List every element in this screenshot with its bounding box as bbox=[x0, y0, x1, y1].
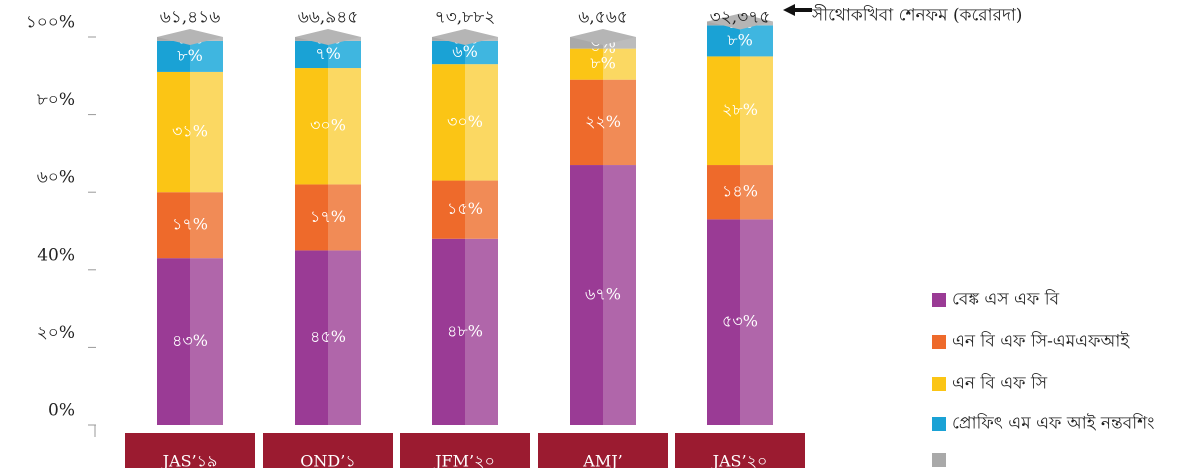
bar-segment bbox=[432, 180, 465, 239]
annotation: সীথোকখিবা শেনফম (করোরদা) bbox=[811, 5, 1022, 26]
legend-swatch bbox=[932, 335, 946, 349]
legend-swatch bbox=[932, 417, 946, 431]
bar-segment-side bbox=[465, 64, 498, 181]
value-label: ৬% bbox=[452, 42, 478, 61]
bar-segment bbox=[157, 40, 190, 72]
total-label: ৬,৫৬৫ bbox=[578, 8, 628, 28]
bar-segment-side bbox=[465, 180, 498, 239]
bar-segment bbox=[157, 258, 190, 425]
y-tick-label: ২০% bbox=[37, 323, 75, 343]
legend-swatch bbox=[932, 453, 946, 467]
value-label: ৭% bbox=[315, 44, 341, 63]
value-label: ৪৩% bbox=[172, 331, 208, 350]
bar-segment bbox=[432, 64, 465, 181]
bar-segment bbox=[157, 71, 190, 193]
y-tick-label: ৬০% bbox=[37, 168, 75, 188]
value-label: ২৮% bbox=[722, 100, 758, 119]
bar-segment bbox=[707, 165, 740, 220]
bar-segment bbox=[570, 165, 603, 426]
x-tick-label: JFM’২০ bbox=[433, 452, 495, 468]
bar-segment-side bbox=[328, 40, 361, 69]
y-tick-label: 0% bbox=[48, 401, 75, 421]
value-label: ১৭% bbox=[310, 207, 346, 226]
bar-cap bbox=[432, 29, 498, 45]
legend-label: প্রোফিৎ এম এফ আই নন্তবশিং bbox=[952, 413, 1154, 434]
bar-segment-side bbox=[740, 219, 773, 425]
bar-segment bbox=[707, 219, 740, 425]
bar-segment bbox=[157, 192, 190, 259]
value-label: ১৪% bbox=[722, 182, 758, 201]
bar-segment-side bbox=[603, 48, 636, 80]
bar-segment-side bbox=[190, 71, 223, 193]
bar-cap bbox=[707, 13, 773, 30]
value-label: ৩০% bbox=[447, 112, 483, 131]
category-box bbox=[263, 433, 393, 468]
bar-segment bbox=[432, 40, 465, 65]
x-tick-label: AMJ’ bbox=[582, 452, 622, 468]
bar-segment-side bbox=[190, 40, 223, 72]
value-label: ৮% bbox=[590, 54, 616, 73]
bar-segment-side bbox=[465, 238, 498, 425]
value-label: ৩১% bbox=[172, 122, 208, 141]
legend-label: এন বি এফ সি-এমএফআই bbox=[952, 331, 1130, 352]
bar-segment bbox=[295, 68, 328, 185]
bar-segment-side bbox=[603, 37, 636, 49]
bar-cap bbox=[570, 29, 636, 45]
bar-segment-side bbox=[603, 79, 636, 166]
value-label: ২২% bbox=[585, 112, 621, 131]
x-tick-label: JAS’২০ bbox=[711, 452, 768, 468]
bar-segment-side bbox=[740, 165, 773, 220]
total-label: ৬৬,৯৪৫ bbox=[298, 8, 359, 28]
category-box bbox=[400, 433, 530, 468]
bar-segment bbox=[707, 56, 740, 166]
bar-segment-side bbox=[740, 56, 773, 166]
value-label: ৩০% bbox=[310, 116, 346, 135]
bar-segment-side bbox=[190, 192, 223, 259]
value-label: ১৫% bbox=[447, 199, 483, 218]
bar-segment bbox=[295, 184, 328, 251]
y-tick-label: 40% bbox=[37, 245, 75, 265]
total-label: ৭৩,৮৮২ bbox=[435, 8, 496, 28]
value-label: ১৭% bbox=[172, 215, 208, 234]
bar-segment bbox=[570, 37, 603, 49]
category-box bbox=[538, 433, 668, 468]
value-label: ৮% bbox=[177, 46, 203, 65]
value-label: ৪৫% bbox=[310, 327, 346, 346]
legend-swatch bbox=[932, 377, 946, 391]
value-label: ৪৮% bbox=[447, 321, 483, 340]
category-box bbox=[675, 433, 805, 468]
x-tick-label: OND’১ bbox=[300, 452, 355, 468]
bar-segment-side bbox=[328, 184, 361, 251]
category-box bbox=[125, 433, 255, 468]
value-label: ৫৩% bbox=[722, 312, 758, 331]
bar-cap bbox=[157, 29, 223, 45]
bar-segment bbox=[295, 250, 328, 425]
bar-segment-side bbox=[328, 250, 361, 425]
bar-cap bbox=[295, 29, 361, 45]
legend-swatch bbox=[932, 293, 946, 307]
bar-segment-side bbox=[603, 165, 636, 426]
value-label: ৮% bbox=[727, 30, 753, 49]
bar-segment bbox=[570, 48, 603, 80]
bar-segment bbox=[295, 40, 328, 69]
bar-segment bbox=[432, 238, 465, 425]
total-label: ৬১,৪১৬ bbox=[160, 8, 221, 28]
bar-segment-side bbox=[465, 40, 498, 65]
y-tick-label: ১০০% bbox=[26, 13, 75, 33]
bar-segment-side bbox=[190, 258, 223, 425]
bar-segment bbox=[570, 79, 603, 166]
bar-segment bbox=[707, 25, 740, 57]
x-tick-label: JAS’১৯ bbox=[161, 452, 218, 468]
annotation-arrow bbox=[783, 4, 812, 16]
y-tick-label: ৮০% bbox=[37, 90, 75, 110]
legend-label: বেঙ্ক এস এফ বি bbox=[952, 289, 1060, 310]
bar-segment-side bbox=[740, 25, 773, 57]
total-label: ৩২,৩৭৫ bbox=[710, 8, 771, 28]
value-label: ৬৭% bbox=[585, 285, 621, 304]
legend-label: এন বি এফ সি bbox=[952, 373, 1048, 394]
bar-segment-side bbox=[328, 68, 361, 185]
